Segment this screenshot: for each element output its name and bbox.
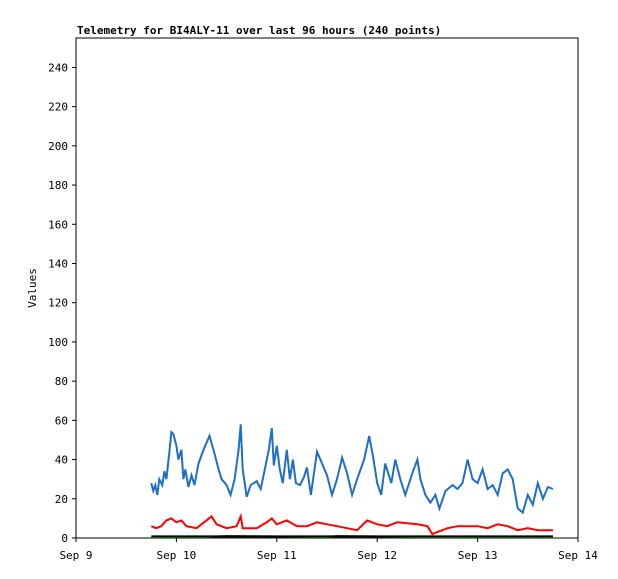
y-tick-label: 120 bbox=[48, 297, 68, 310]
y-tick-label: 80 bbox=[55, 375, 68, 388]
plot-frame bbox=[75, 37, 579, 539]
y-tick-label: 200 bbox=[48, 140, 68, 153]
x-tick-label: Sep 11 bbox=[257, 549, 297, 562]
y-tick-label: 220 bbox=[48, 101, 68, 114]
x-tick-label: Sep 13 bbox=[458, 549, 498, 562]
y-tick-label: 240 bbox=[48, 61, 68, 74]
x-tick-label: Sep 10 bbox=[157, 549, 197, 562]
series-line bbox=[150, 424, 554, 515]
x-tick-label: Sep 12 bbox=[357, 549, 397, 562]
x-tick-label: Sep 9 bbox=[59, 549, 92, 562]
y-tick-label: 0 bbox=[61, 532, 68, 545]
y-axis-label: Values bbox=[26, 268, 39, 308]
y-tick-label: 40 bbox=[55, 454, 68, 467]
y-tick-label: 140 bbox=[48, 257, 68, 270]
x-tick-label: Sep 14 bbox=[558, 549, 598, 562]
y-tick-label: 20 bbox=[55, 493, 68, 506]
y-tick-label: 60 bbox=[55, 414, 68, 427]
y-tick-label: 100 bbox=[48, 336, 68, 349]
y-tick-label: 180 bbox=[48, 179, 68, 192]
y-tick-label: 160 bbox=[48, 218, 68, 231]
series-line bbox=[150, 512, 553, 536]
chart-title: Telemetry for BI4ALY-11 over last 96 hou… bbox=[77, 24, 441, 37]
